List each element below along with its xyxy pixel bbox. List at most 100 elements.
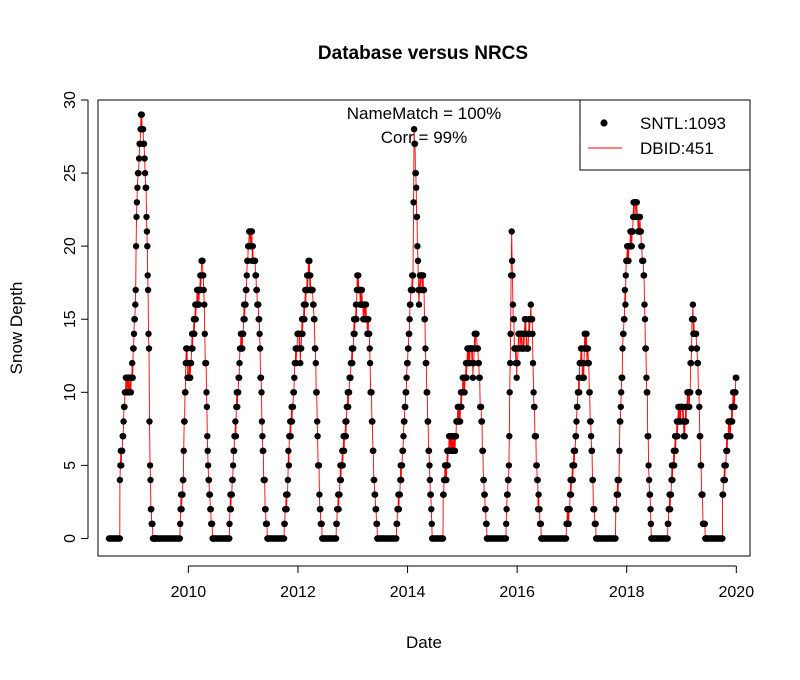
- sntl-point: [478, 418, 486, 425]
- sntl-point: [310, 301, 317, 308]
- plot-frame: [97, 99, 751, 557]
- sntl-point: [503, 506, 510, 513]
- sntl-point: [621, 316, 628, 323]
- sntl-point: [366, 345, 373, 352]
- sntl-point: [613, 506, 620, 513]
- sntl-point: [572, 433, 580, 440]
- sntl-point: [672, 447, 679, 454]
- sntl-point: [306, 257, 313, 264]
- sntl-point: [368, 389, 375, 396]
- sntl-point: [297, 359, 304, 367]
- sntl-point: [636, 213, 644, 221]
- sntl-point: [688, 345, 695, 352]
- sntl-point: [671, 462, 678, 469]
- sntl-point: [571, 462, 578, 469]
- sntl-point: [592, 520, 599, 527]
- sntl-point: [301, 316, 308, 323]
- sntl-point: [318, 520, 325, 527]
- sntl-point: [528, 316, 536, 323]
- sntl-point: [729, 418, 736, 425]
- sntl-point: [697, 433, 704, 440]
- sntl-point: [311, 316, 318, 323]
- sntl-point: [290, 389, 298, 396]
- sntl-point: [463, 374, 470, 381]
- sntl-point: [406, 330, 413, 337]
- sntl-point: [280, 535, 288, 542]
- sntl-point: [138, 111, 145, 118]
- sntl-point: [589, 476, 597, 484]
- sntl-point: [719, 535, 726, 542]
- sntl-point: [421, 316, 429, 323]
- sntl-point: [514, 359, 521, 367]
- sntl-point: [689, 301, 697, 308]
- sntl-point: [339, 462, 346, 469]
- sntl-point: [674, 433, 681, 440]
- sntl-point: [621, 286, 629, 294]
- sntl-point: [144, 243, 151, 250]
- y-tick-label: 30: [62, 91, 79, 109]
- sntl-point: [129, 374, 136, 381]
- sntl-point: [396, 491, 403, 498]
- sntl-point: [701, 520, 708, 527]
- sntl-point: [141, 155, 148, 162]
- sntl-point: [641, 301, 648, 308]
- sntl-point: [505, 476, 512, 484]
- sntl-point: [234, 403, 241, 411]
- sntl-point: [130, 345, 137, 352]
- sntl-point: [722, 462, 729, 469]
- sntl-point: [358, 286, 366, 294]
- sntl-point: [727, 433, 734, 440]
- y-tick-label: 0: [62, 534, 79, 543]
- sntl-point: [369, 418, 376, 425]
- sntl-point: [411, 140, 419, 147]
- sntl-point: [257, 374, 265, 381]
- sntl-point: [205, 476, 213, 484]
- sntl-point: [506, 433, 513, 440]
- sntl-point: [132, 243, 140, 250]
- sntl-point: [619, 374, 626, 381]
- sntl-point: [312, 345, 319, 352]
- sntl-point: [536, 506, 543, 513]
- sntl-point: [259, 433, 266, 440]
- sntl-point: [243, 272, 250, 279]
- sntl-point: [419, 272, 427, 279]
- sntl-point: [402, 403, 409, 411]
- sntl-point: [562, 535, 570, 542]
- sntl-point: [428, 506, 435, 513]
- sntl-point: [119, 433, 127, 440]
- sntl-point: [645, 476, 653, 484]
- sntl-point: [144, 286, 152, 294]
- sntl-point: [230, 447, 238, 454]
- sntl-point: [400, 433, 407, 440]
- sntl-point: [566, 506, 573, 513]
- sntl-point: [461, 389, 468, 396]
- sntl-point: [203, 403, 211, 411]
- sntl-point: [255, 301, 262, 308]
- y-tick-label: 5: [62, 461, 79, 470]
- sntl-point: [242, 301, 249, 308]
- sntl-point: [612, 535, 619, 542]
- sntl-point: [248, 228, 256, 235]
- sntl-point: [618, 389, 625, 396]
- sntl-point: [207, 506, 214, 513]
- sntl-point: [628, 243, 635, 250]
- sntl-point: [640, 257, 647, 264]
- sntl-point: [696, 403, 703, 411]
- sntl-point: [580, 374, 587, 381]
- sntl-point: [414, 257, 422, 264]
- sntl-point: [534, 476, 541, 484]
- sntl-point: [181, 418, 188, 425]
- sntl-point: [206, 491, 214, 498]
- sntl-point: [637, 228, 645, 235]
- sntl-point: [426, 462, 433, 469]
- plot-area: [97, 99, 751, 557]
- sntl-point: [690, 316, 697, 323]
- sntl-point: [481, 491, 488, 498]
- x-tick-label: 2010: [171, 584, 207, 601]
- sntl-point: [139, 126, 147, 133]
- sntl-point: [252, 272, 260, 279]
- sntl-point: [243, 286, 250, 294]
- x-tick-label: 2012: [280, 584, 316, 601]
- sntl-point: [302, 301, 309, 308]
- sntl-point: [291, 374, 298, 381]
